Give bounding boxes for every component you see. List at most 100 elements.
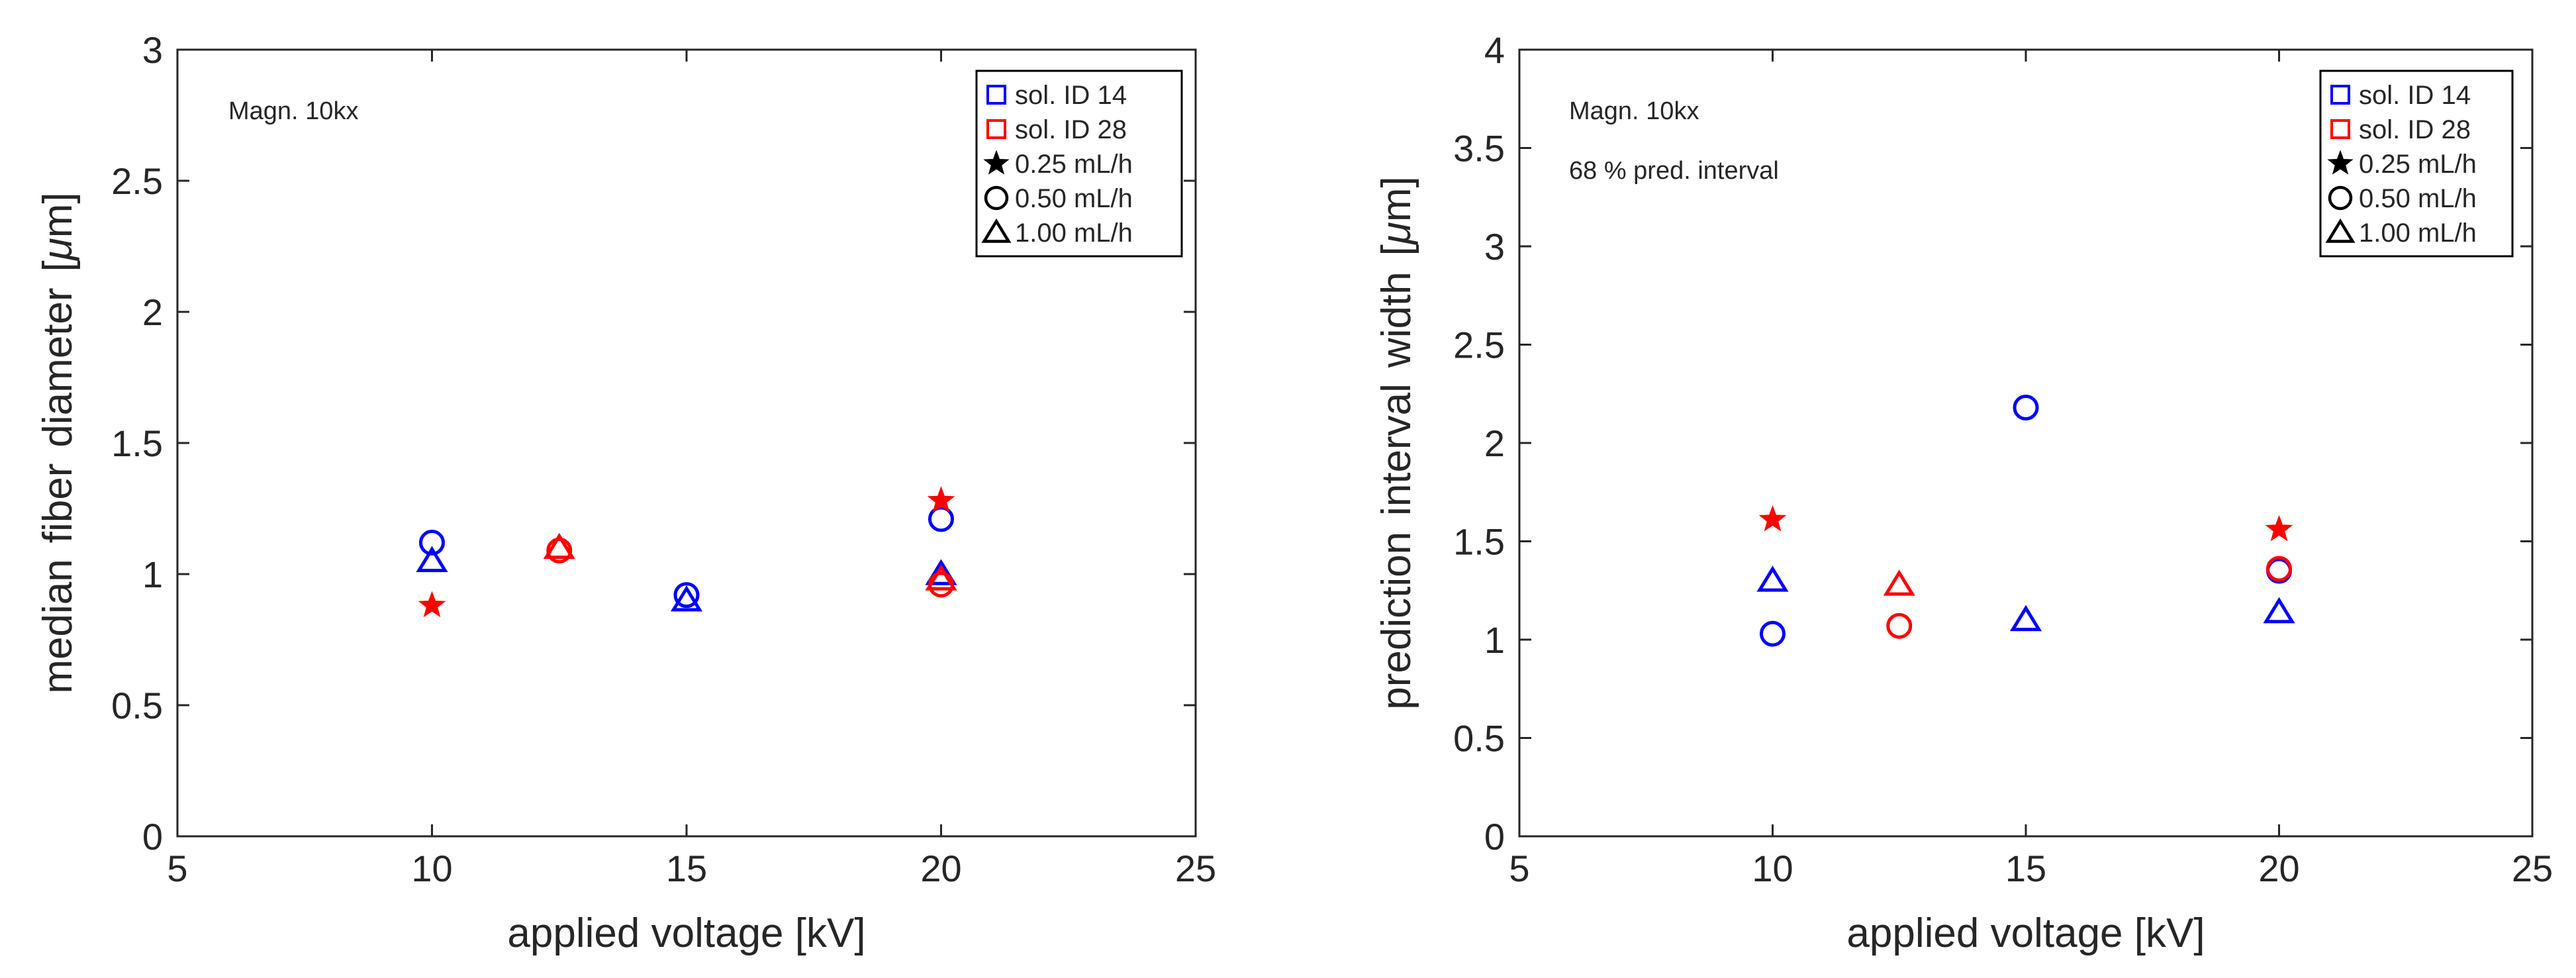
y-tick-label: 1.5 [1453, 521, 1505, 563]
y-axis-label-part: prediction [1374, 532, 1419, 710]
y-axis-label-part: [ [1374, 244, 1419, 256]
x-tick-label: 25 [2512, 848, 2553, 889]
y-tick-label: 0 [1484, 816, 1505, 857]
data-point-triangle [2009, 605, 2042, 632]
data-point-triangle [543, 532, 575, 560]
legend-marker-circle [984, 185, 1009, 211]
x-tick-label: 5 [167, 848, 187, 889]
data-point-star [418, 591, 446, 618]
legend-label: 1.00 mL/h [1015, 219, 1133, 248]
y-tick-label: 1 [1484, 619, 1505, 661]
legend-marker-triangle [981, 218, 1012, 243]
series-1 [416, 546, 957, 612]
y-axis-label-part: μ [35, 238, 81, 262]
legend-label: sol. ID 28 [2359, 115, 2471, 144]
y-axis-label-part: interval [1374, 383, 1419, 516]
data-point-triangle [925, 564, 957, 591]
legend-box [2319, 70, 2514, 258]
data-point-star [927, 486, 955, 513]
x-axis-label: applied voltage [kV] [507, 910, 865, 956]
y-axis-label: prediction interval width [μm] [1374, 176, 1419, 710]
y-tick-label: 2 [142, 291, 163, 333]
y-tick-label: 3.5 [1453, 128, 1505, 170]
y-tick-label: 1 [142, 554, 163, 595]
data-point-circle [1760, 620, 1786, 647]
x-tick-label: 15 [666, 848, 707, 889]
y-axis-label-part: m] [35, 192, 81, 238]
y-tick-label: 0.5 [1453, 718, 1505, 759]
legend-marker-star [983, 150, 1010, 175]
x-tick-label: 25 [1175, 848, 1216, 889]
legend-marker-circle [2328, 185, 2353, 211]
x-tick-label: 10 [411, 848, 452, 889]
legend-box [975, 70, 1183, 258]
y-tick-label: 0 [142, 816, 163, 857]
data-point-circle [2013, 395, 2039, 421]
data-point-triangle [925, 559, 957, 585]
legend-marker-star [2327, 150, 2354, 175]
x-tick-label: 10 [1752, 848, 1793, 889]
series-0 [419, 506, 954, 609]
y-axis-label-part: fiber [35, 464, 81, 544]
data-point-circle [1886, 612, 1913, 639]
data-point-triangle [2263, 597, 2295, 624]
y-tick-label: 3 [142, 29, 163, 71]
y-axis-label-part: [ [35, 260, 81, 271]
legend-marker-square [986, 85, 1006, 105]
x-axis-label: applied voltage [kV] [1846, 910, 2205, 956]
series-3 [1886, 556, 2292, 639]
data-point-triangle [1883, 569, 1915, 596]
data-point-circle [2266, 556, 2292, 582]
legend-label: 0.25 mL/h [2359, 150, 2477, 179]
y-tick-label: 3 [1484, 226, 1505, 268]
data-point-circle [673, 582, 700, 609]
series-2 [418, 486, 955, 618]
data-point-star [1758, 505, 1787, 532]
legend-label: 1.00 mL/h [2359, 219, 2477, 248]
y-axis-label-part: m] [1374, 176, 1419, 222]
legend-label: sol. ID 28 [1015, 115, 1127, 144]
data-point-circle [546, 537, 573, 563]
data-point-star [2265, 514, 2293, 542]
legend-label: 0.50 mL/h [1015, 184, 1133, 213]
legend-label: sol. ID 14 [2359, 81, 2471, 110]
series-2 [1758, 505, 2293, 542]
x-tick-label: 15 [2005, 848, 2046, 889]
legend-marker-square [2330, 85, 2350, 105]
y-axis-label-part: μ [1374, 222, 1419, 246]
chart-prediction-interval-width: 5 10 15 20 25 0 0.5 1 1.5 2 2.5 3 3.5 4 applied voltag… [1374, 29, 2553, 956]
legend-marker-square [2330, 119, 2350, 139]
x-tick-label: 5 [1509, 848, 1529, 889]
y-tick-label: 2.5 [1453, 324, 1505, 366]
y-axis-label-part: width [1374, 271, 1419, 368]
annotation-text: 68 % pred. interval [1569, 157, 1779, 185]
y-tick-label: 0.5 [111, 685, 163, 726]
y-axis-label-part: median [35, 559, 81, 693]
legend-marker-triangle [2325, 218, 2356, 243]
series-4 [543, 532, 957, 591]
data-point-triangle [670, 585, 703, 612]
data-point-circle [928, 506, 954, 532]
x-tick-label: 20 [920, 848, 961, 889]
legend-marker-square [986, 119, 1006, 139]
data-point-circle [419, 529, 445, 556]
x-tick-label: 20 [2258, 848, 2299, 889]
y-tick-label: 1.5 [111, 422, 163, 464]
annotation-text: Magn. 10kx [1569, 97, 1699, 125]
y-tick-label: 4 [1484, 29, 1505, 71]
series-1 [1756, 565, 2295, 632]
y-axis-label-part: diameter [35, 287, 81, 447]
chart-median-fiber-diameter: 5 10 15 20 25 0 0.5 1 1.5 2 2.5 3 applied voltage [k… [35, 29, 1216, 956]
y-tick-label: 2 [1484, 422, 1505, 464]
y-tick-label: 2.5 [111, 160, 163, 202]
legend-label: sol. ID 14 [1015, 81, 1127, 110]
legend-label: 0.50 mL/h [2359, 184, 2477, 213]
annotation-text: Magn. 10kx [228, 97, 358, 125]
y-axis-label: median fiber diameter [μm] [35, 192, 81, 693]
series-4 [1883, 569, 1915, 596]
data-point-triangle [1756, 565, 1789, 592]
legend-label: 0.25 mL/h [1015, 150, 1133, 179]
data-point-triangle [416, 546, 448, 572]
